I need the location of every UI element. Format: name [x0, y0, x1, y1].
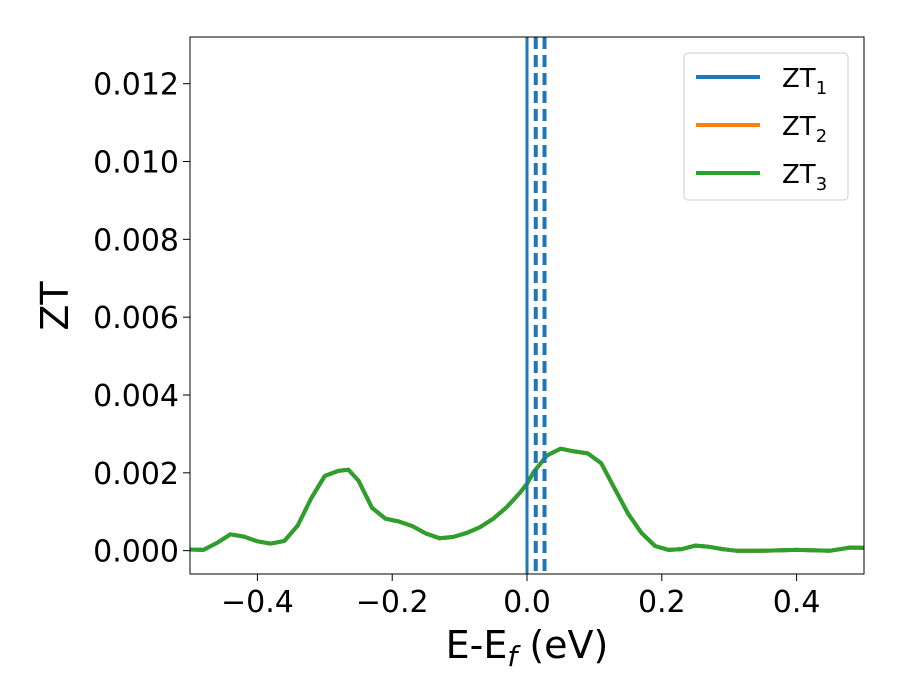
- y-tick-label: 0.002: [93, 457, 179, 492]
- x-axis-ticks: −0.4 −0.2 0.0 0.2 0.4: [221, 574, 820, 620]
- legend-label-zt1: ZT1: [782, 64, 827, 99]
- legend: ZT1 ZT2 ZT3: [683, 52, 849, 201]
- y-tick-label: 0.006: [93, 301, 179, 336]
- x-tick-label: −0.2: [356, 585, 429, 620]
- x-tick-label: 0.0: [503, 585, 551, 620]
- legend-label-zt3: ZT3: [782, 160, 827, 195]
- x-tick-label: 0.2: [638, 585, 686, 620]
- x-axis-label-unit: (eV): [517, 623, 608, 667]
- series-line-zt3: [190, 446, 864, 553]
- x-axis-label: E-Ef (eV): [446, 623, 609, 673]
- y-tick-label: 0.010: [93, 146, 179, 181]
- plot-area: [189, 36, 865, 575]
- y-axis-label: ZT: [33, 281, 77, 331]
- y-tick-label: 0.012: [93, 68, 179, 103]
- y-tick-label: 0.008: [93, 223, 179, 258]
- x-axis-label-main: E-E: [446, 623, 508, 667]
- legend-box: [683, 52, 849, 201]
- x-tick-label: −0.4: [221, 585, 294, 620]
- y-tick-label: 0.004: [93, 379, 179, 414]
- y-tick-label: 0.000: [93, 535, 179, 570]
- plot-content: [190, 37, 864, 574]
- y-axis-ticks: 0.000 0.002 0.004 0.006 0.008 0.010 0.012: [93, 68, 190, 570]
- x-tick-label: 0.4: [773, 585, 821, 620]
- legend-label-zt2: ZT2: [782, 112, 827, 147]
